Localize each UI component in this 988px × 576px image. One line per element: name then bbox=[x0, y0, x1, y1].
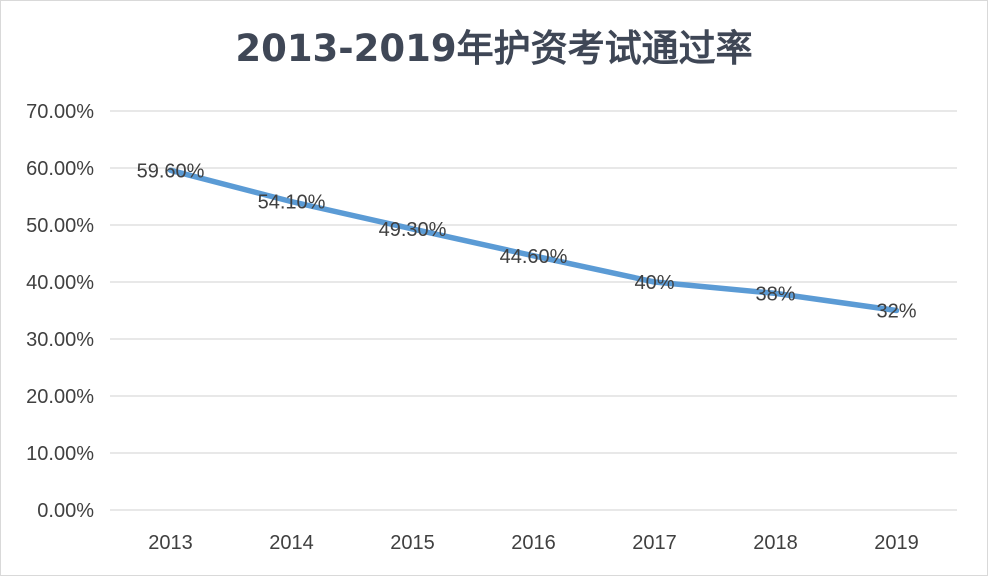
x-tick-label: 2014 bbox=[269, 532, 314, 554]
data-label: 54.10% bbox=[258, 192, 326, 214]
data-point bbox=[531, 253, 536, 259]
series-layer bbox=[167, 167, 900, 314]
y-axis-tick-labels: 0.00% 10.00% 20.00% 30.00% 40.00% 50.00% 60.00… bbox=[26, 101, 94, 522]
y-tick-label: 30.00% bbox=[26, 329, 94, 351]
x-tick-label: 2019 bbox=[874, 532, 919, 554]
data-point bbox=[168, 167, 173, 173]
y-tick-label: 0.00% bbox=[37, 500, 94, 522]
data-point bbox=[894, 308, 899, 313]
data-point bbox=[289, 199, 294, 205]
data-point bbox=[652, 279, 657, 285]
gridlines bbox=[110, 110, 957, 511]
data-point bbox=[410, 226, 415, 232]
y-tick-label: 20.00% bbox=[26, 386, 94, 408]
data-label: 40% bbox=[634, 272, 674, 294]
x-tick-label: 2015 bbox=[390, 532, 435, 554]
data-label: 32% bbox=[876, 301, 916, 323]
x-tick-label: 2018 bbox=[753, 532, 798, 554]
data-labels: 59.60% 54.10% 49.30% 44.60% 40% 38% 32% bbox=[137, 160, 917, 322]
y-tick-label: 50.00% bbox=[26, 215, 94, 237]
x-tick-label: 2016 bbox=[511, 532, 556, 554]
chart-title: 2013-2019年护资考试通过率 bbox=[235, 27, 753, 70]
y-tick-label: 10.00% bbox=[26, 443, 94, 465]
data-label: 44.60% bbox=[500, 246, 568, 268]
y-tick-label: 70.00% bbox=[26, 101, 94, 123]
y-tick-label: 60.00% bbox=[26, 158, 94, 180]
y-tick-label: 40.00% bbox=[26, 272, 94, 294]
data-label: 59.60% bbox=[137, 160, 205, 182]
x-tick-label: 2017 bbox=[632, 532, 677, 554]
data-label: 38% bbox=[755, 283, 795, 305]
data-label: 49.30% bbox=[379, 219, 447, 241]
x-axis-tick-labels: 2013 2014 2015 2016 2017 2018 2019 bbox=[148, 532, 919, 554]
data-point bbox=[773, 290, 778, 296]
x-tick-label: 2013 bbox=[148, 532, 193, 554]
